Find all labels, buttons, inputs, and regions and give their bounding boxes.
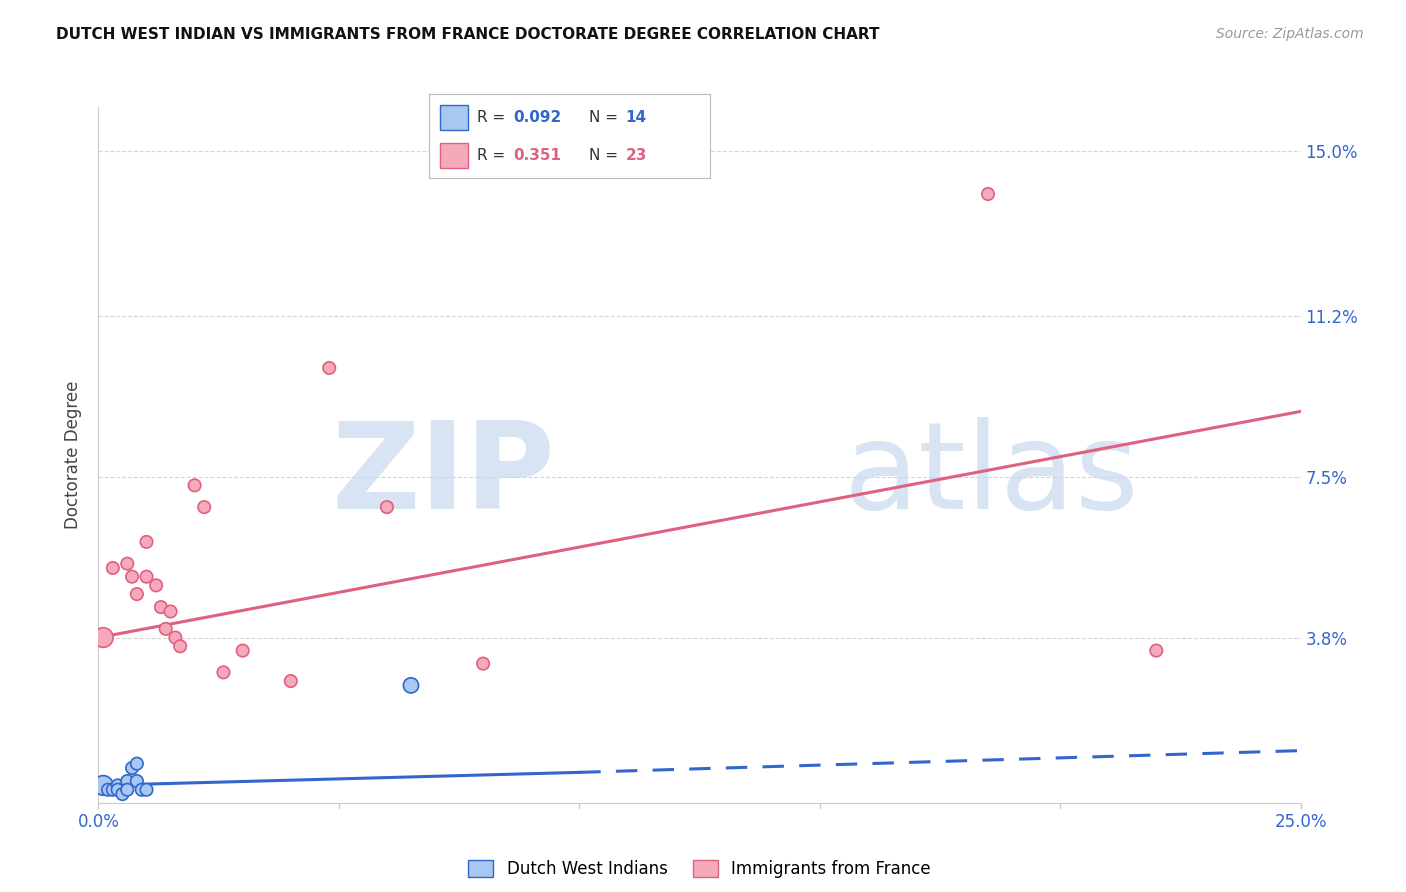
Point bbox=[107, 778, 129, 792]
Point bbox=[375, 500, 398, 514]
Point bbox=[149, 600, 172, 615]
Point bbox=[165, 631, 187, 645]
Text: R =: R = bbox=[477, 110, 510, 125]
Point bbox=[145, 578, 167, 592]
Point bbox=[91, 778, 114, 792]
Text: 0.092: 0.092 bbox=[513, 110, 561, 125]
Point bbox=[977, 186, 1000, 201]
Point bbox=[91, 631, 114, 645]
Point bbox=[101, 782, 124, 797]
Text: N =: N = bbox=[589, 148, 623, 163]
Point bbox=[212, 665, 235, 680]
Point bbox=[155, 622, 177, 636]
Point bbox=[117, 782, 139, 797]
Point bbox=[125, 587, 148, 601]
Text: 0.351: 0.351 bbox=[513, 148, 561, 163]
Point bbox=[125, 756, 148, 771]
Bar bbox=[440, 143, 468, 169]
Point bbox=[125, 774, 148, 789]
Point bbox=[97, 782, 120, 797]
Text: ZIP: ZIP bbox=[332, 417, 555, 534]
Point bbox=[1144, 643, 1167, 657]
Bar bbox=[440, 104, 468, 130]
Text: R =: R = bbox=[477, 148, 510, 163]
Text: DUTCH WEST INDIAN VS IMMIGRANTS FROM FRANCE DOCTORATE DEGREE CORRELATION CHART: DUTCH WEST INDIAN VS IMMIGRANTS FROM FRA… bbox=[56, 27, 880, 42]
Y-axis label: Doctorate Degree: Doctorate Degree bbox=[65, 381, 83, 529]
Legend: Dutch West Indians, Immigrants from France: Dutch West Indians, Immigrants from Fran… bbox=[461, 854, 938, 885]
Point bbox=[169, 639, 191, 653]
Point bbox=[159, 605, 181, 619]
Point bbox=[399, 678, 422, 692]
Point bbox=[135, 570, 157, 584]
Point bbox=[117, 774, 139, 789]
Point bbox=[232, 643, 254, 657]
Point bbox=[131, 782, 153, 797]
Text: 23: 23 bbox=[626, 148, 647, 163]
Point bbox=[472, 657, 495, 671]
Point bbox=[318, 360, 340, 375]
Point bbox=[183, 478, 205, 492]
Text: N =: N = bbox=[589, 110, 623, 125]
Point bbox=[117, 557, 139, 571]
Text: Source: ZipAtlas.com: Source: ZipAtlas.com bbox=[1216, 27, 1364, 41]
Point bbox=[280, 674, 302, 689]
Point bbox=[193, 500, 215, 514]
Point bbox=[121, 761, 143, 775]
Point bbox=[107, 782, 129, 797]
Point bbox=[111, 787, 134, 801]
Point bbox=[135, 782, 157, 797]
Text: atlas: atlas bbox=[844, 417, 1139, 534]
Point bbox=[135, 535, 157, 549]
Point bbox=[121, 570, 143, 584]
Text: 14: 14 bbox=[626, 110, 647, 125]
Point bbox=[101, 561, 124, 575]
